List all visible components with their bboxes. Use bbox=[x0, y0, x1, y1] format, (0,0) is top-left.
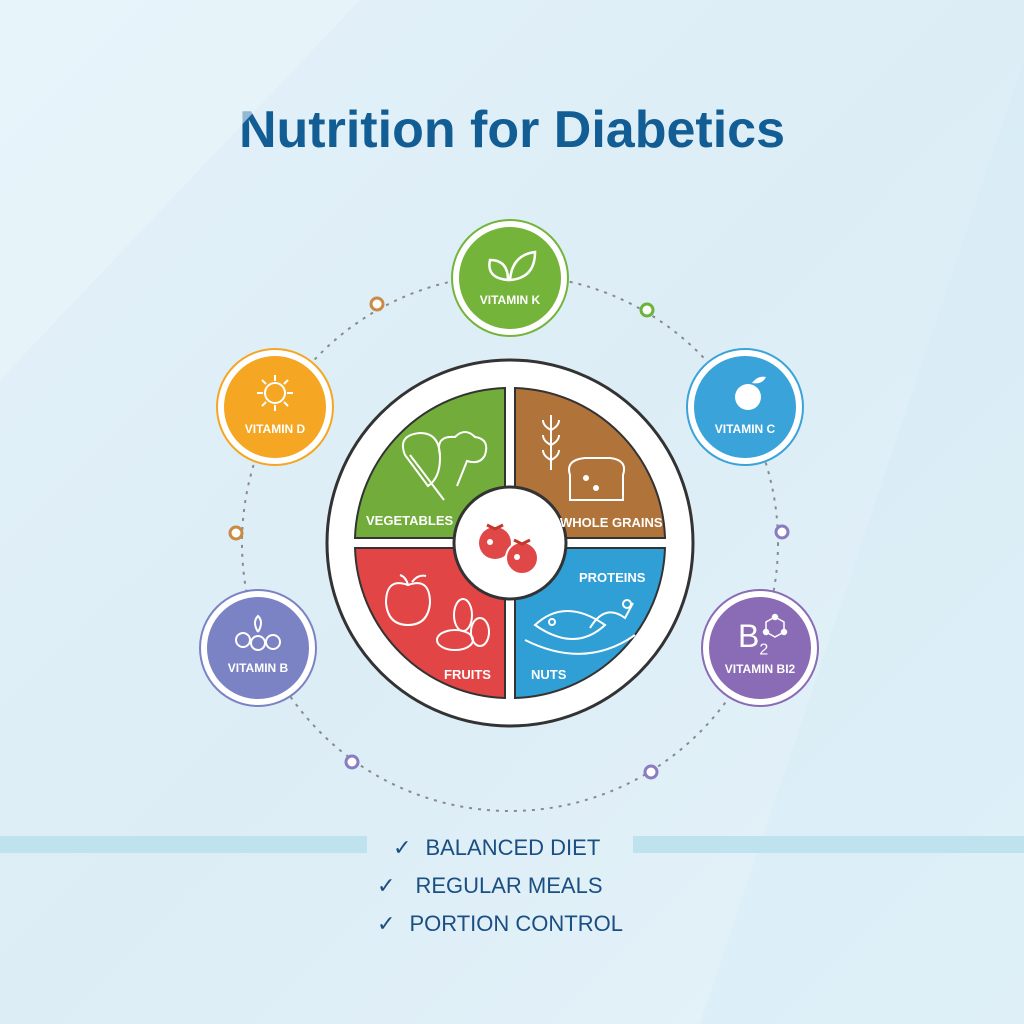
check-icon: ✓ bbox=[377, 873, 396, 898]
quadrant-label-vegetables: VEGETABLES bbox=[366, 513, 454, 528]
vitamin-k-label: VITAMIN K bbox=[479, 293, 541, 307]
quadrant-proteins[interactable] bbox=[514, 547, 667, 700]
orbit-dots bbox=[228, 296, 790, 780]
orbit-dot bbox=[228, 525, 244, 541]
bg-shape bbox=[0, 0, 360, 380]
vitamin-c-label: VITAMIN C bbox=[714, 422, 776, 436]
orbit-dot bbox=[643, 764, 659, 780]
left-band bbox=[0, 836, 367, 853]
checklist-label: BALANCED DIET bbox=[425, 835, 601, 860]
vitamin-d-label: VITAMIN D bbox=[244, 422, 306, 436]
vitamin-b12[interactable] bbox=[701, 589, 819, 707]
vitamin-k[interactable] bbox=[451, 219, 569, 337]
vitamin-b12-label: VITAMIN BI2 bbox=[724, 662, 796, 676]
quadrant-whole-grains[interactable] bbox=[514, 386, 667, 539]
quadrant-label-fruits: FRUITS bbox=[444, 667, 491, 682]
bg-shape bbox=[700, 60, 1024, 1024]
page-title: Nutrition for Diabetics bbox=[238, 101, 786, 159]
bread-wheat-icon bbox=[542, 415, 626, 501]
tomatoes-icon bbox=[479, 523, 539, 575]
vitamin-b[interactable] bbox=[199, 589, 317, 707]
molecule-icon bbox=[762, 613, 788, 638]
orbit-dot bbox=[369, 296, 385, 312]
plate bbox=[325, 358, 695, 728]
vitamin-c[interactable] bbox=[686, 348, 804, 466]
vitamin-b-label: VITAMIN B bbox=[227, 661, 289, 675]
checklist-item: ✓ BALANCED DIET bbox=[393, 835, 600, 861]
checklist-item: ✓ PORTION CONTROL bbox=[377, 911, 623, 937]
orbit-dot bbox=[639, 302, 655, 318]
fish-chicken-icon bbox=[524, 599, 636, 655]
check-icon: ✓ bbox=[393, 835, 412, 860]
checklist-label: PORTION CONTROL bbox=[409, 911, 623, 936]
quadrant-label-whole-grains: WHOLE GRAINS bbox=[560, 515, 663, 530]
orange-icon bbox=[735, 376, 766, 410]
vitamin-d[interactable] bbox=[216, 348, 334, 466]
checklist-label: REGULAR MEALS bbox=[415, 873, 603, 898]
quadrant-label-proteins: PROTEINS bbox=[579, 570, 646, 585]
orbit-dot bbox=[774, 524, 790, 540]
b12-icon-letter: B2 bbox=[738, 618, 768, 659]
check-icon: ✓ bbox=[377, 911, 396, 936]
quadrant-label-nuts: NUTS bbox=[531, 667, 567, 682]
orbit-dot bbox=[344, 754, 360, 770]
berries-icon bbox=[235, 614, 281, 651]
sun-icon bbox=[257, 375, 293, 411]
b12-subscript: 2 bbox=[759, 641, 769, 659]
vegetables-icon bbox=[401, 431, 488, 501]
right-band bbox=[633, 836, 1024, 853]
apple-almond-icon bbox=[384, 574, 490, 651]
leaf-icon bbox=[488, 250, 537, 282]
b12-letter: B bbox=[738, 618, 760, 654]
checklist-item: ✓ REGULAR MEALS bbox=[377, 873, 603, 899]
quadrant-vegetables[interactable] bbox=[353, 386, 506, 539]
